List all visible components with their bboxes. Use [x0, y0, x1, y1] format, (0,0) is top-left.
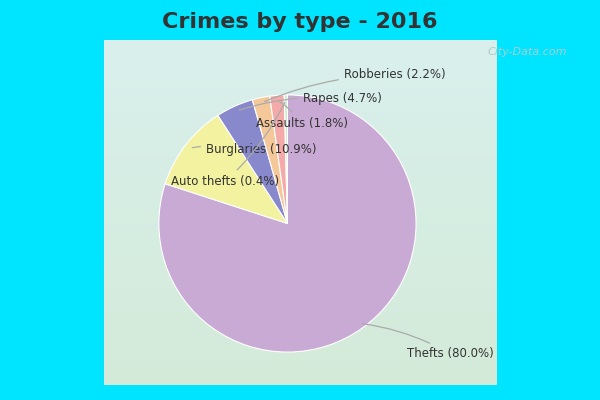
- Wedge shape: [253, 96, 287, 224]
- Text: Thefts (80.0%): Thefts (80.0%): [363, 324, 493, 360]
- Wedge shape: [165, 115, 287, 224]
- Text: Assaults (1.8%): Assaults (1.8%): [256, 102, 348, 130]
- Wedge shape: [270, 95, 287, 224]
- Text: Crimes by type - 2016: Crimes by type - 2016: [162, 12, 438, 32]
- Text: City-Data.com: City-Data.com: [487, 47, 566, 57]
- Text: Rapes (4.7%): Rapes (4.7%): [239, 92, 382, 110]
- Text: Auto thefts (0.4%): Auto thefts (0.4%): [172, 102, 285, 188]
- Wedge shape: [159, 95, 416, 352]
- Text: Burglaries (10.9%): Burglaries (10.9%): [193, 143, 316, 156]
- Wedge shape: [284, 95, 287, 224]
- Text: Robberies (2.2%): Robberies (2.2%): [265, 68, 446, 102]
- Wedge shape: [218, 100, 287, 224]
